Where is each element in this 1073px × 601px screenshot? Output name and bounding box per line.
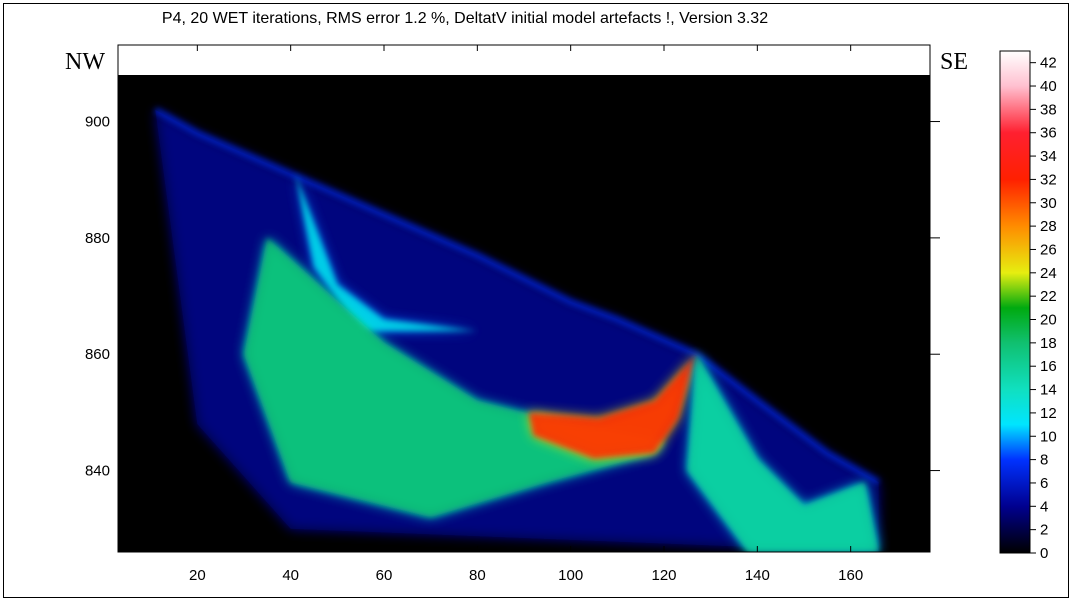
velocity-features xyxy=(153,107,881,552)
colorbar-tick-label: 4 xyxy=(1040,498,1048,515)
feature-central-basin xyxy=(244,237,664,518)
colorbar-tick-label: 16 xyxy=(1040,358,1057,375)
topography-strip xyxy=(118,45,930,75)
colorbar-tick-label: 30 xyxy=(1040,195,1057,212)
nw-label: NW xyxy=(65,49,105,75)
colorbar-bar xyxy=(999,50,1031,554)
colorbar-tick-label: 40 xyxy=(1040,78,1057,95)
colorbar-tick-label: 2 xyxy=(1040,522,1048,539)
y-tick-label: 900 xyxy=(85,114,110,131)
colorbar-tick-label: 26 xyxy=(1040,241,1057,258)
surface-line xyxy=(153,107,881,485)
colorbar-tick-label: 12 xyxy=(1040,405,1057,422)
colorbar-tick-label: 0 xyxy=(1040,545,1048,562)
chart-frame xyxy=(3,3,1069,598)
colorbar-tick-label: 14 xyxy=(1040,382,1057,399)
colorbar-tick-label: 36 xyxy=(1040,125,1057,142)
y-tick-label: 840 xyxy=(85,463,110,480)
colorbar-tick-label: 28 xyxy=(1040,218,1057,235)
se-label: SE xyxy=(940,49,969,75)
axes-frame xyxy=(117,44,931,553)
x-tick-label: 20 xyxy=(189,567,206,584)
feature-upper-nw-lens xyxy=(295,173,478,331)
chart-title: P4, 20 WET iterations, RMS error 1.2 %, … xyxy=(161,10,769,27)
x-tick-label: 100 xyxy=(558,567,583,584)
colorbar-tick-label: 32 xyxy=(1040,171,1057,188)
colorbar-tick-label: 42 xyxy=(1040,55,1057,72)
y-tick-label: 880 xyxy=(85,230,110,247)
colorbar-tick-label: 38 xyxy=(1040,101,1057,118)
x-tick-label: 40 xyxy=(282,567,299,584)
colorbar-tick-label: 8 xyxy=(1040,452,1048,469)
feature-high-velocity-wedge xyxy=(528,354,697,459)
colorbar-tick-label: 22 xyxy=(1040,288,1057,305)
colorbar-tick-label: 20 xyxy=(1040,312,1057,329)
colorbar-tick-label: 34 xyxy=(1040,148,1057,165)
x-tick-label: 80 xyxy=(469,567,486,584)
axes: 20 40 60 80 100 120 140 160 840 860 880 900 xyxy=(85,44,940,584)
feature-se-lens xyxy=(687,354,879,552)
colorbar-tick-label: 10 xyxy=(1040,428,1057,445)
colorbar-tick-label: 24 xyxy=(1040,265,1057,282)
y-tick-label: 860 xyxy=(85,346,110,363)
colorbar-tick-label: 6 xyxy=(1040,475,1048,492)
x-tick-label: 160 xyxy=(838,567,863,584)
topography-band xyxy=(118,45,930,75)
x-tick-label: 120 xyxy=(651,567,676,584)
x-tick-label: 140 xyxy=(745,567,770,584)
x-tick-label: 60 xyxy=(376,567,393,584)
colorbar-tick-label: 18 xyxy=(1040,335,1057,352)
